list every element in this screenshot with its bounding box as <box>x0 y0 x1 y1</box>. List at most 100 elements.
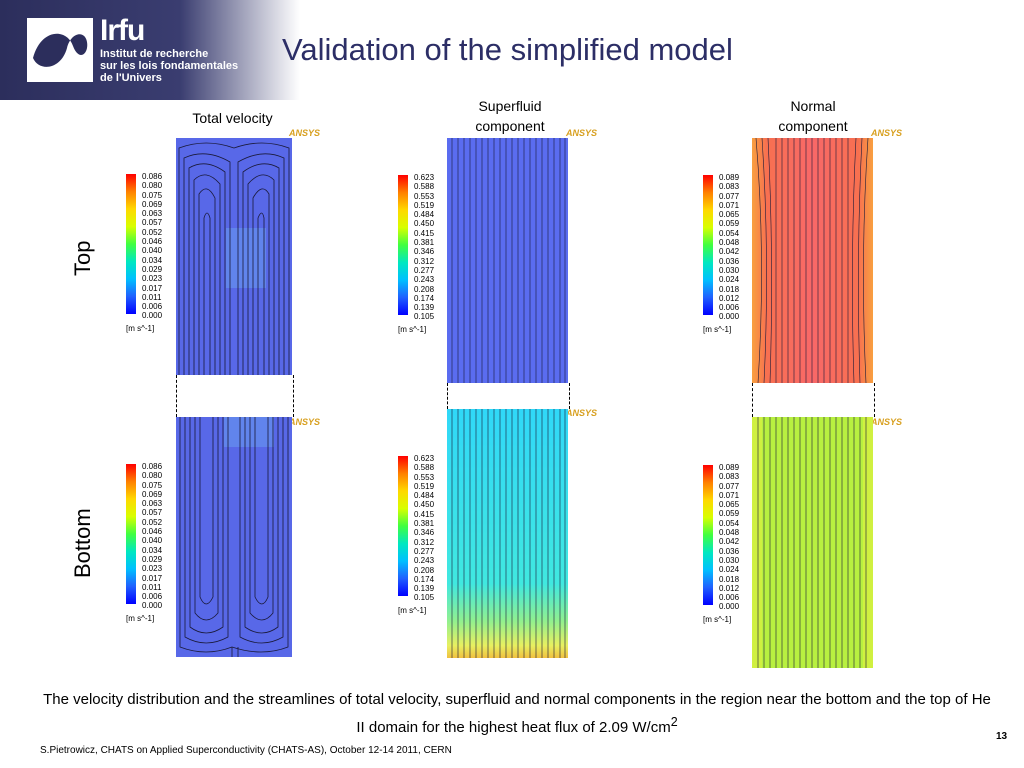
legend-value: 0.588 <box>414 182 435 192</box>
legend-value: 0.623 <box>414 173 435 182</box>
legend-value: 0.071 <box>719 490 740 500</box>
legend-value: 0.346 <box>414 528 435 538</box>
legend-value: 0.029 <box>142 554 163 564</box>
legend-value: 0.006 <box>719 303 740 313</box>
legend-value: 0.054 <box>719 518 740 528</box>
legend-value: 0.346 <box>414 247 435 257</box>
legend-value: 0.083 <box>719 472 740 482</box>
legend-value: 0.057 <box>142 508 163 518</box>
legend-value: 0.588 <box>414 463 435 473</box>
legend-value: 0.052 <box>142 517 163 527</box>
domain-gap <box>752 383 875 417</box>
legend-value: 0.139 <box>414 584 435 594</box>
legend-value: 0.024 <box>719 565 740 575</box>
legend-value: 0.086 <box>142 462 163 471</box>
legend-value: 0.048 <box>719 238 740 248</box>
legend-value: 0.080 <box>142 181 163 191</box>
legend-value: 0.006 <box>719 593 740 603</box>
domain-gap <box>447 383 570 409</box>
superfluid-bottom-plot <box>447 409 568 658</box>
legend-value: 0.054 <box>719 228 740 238</box>
legend-value: 0.243 <box>414 275 435 285</box>
legend-value: 0.036 <box>719 546 740 556</box>
legend-value: 0.077 <box>719 481 740 491</box>
legend-value: 0.040 <box>142 246 163 256</box>
legend-value: 0.174 <box>414 574 435 584</box>
legend-value: 0.017 <box>142 283 163 293</box>
row-label-top: Top <box>70 240 95 276</box>
legend-value: 0.034 <box>142 255 163 265</box>
slide-title: Validation of the simplified model <box>282 32 733 67</box>
legend-value: 0.089 <box>719 463 740 472</box>
legend-value: 0.059 <box>719 509 740 519</box>
legend-value: 0.105 <box>414 312 435 322</box>
legend-value: 0.105 <box>414 593 435 603</box>
color-scale <box>703 175 713 315</box>
legend-value: 0.381 <box>414 238 435 248</box>
legend-value: 0.000 <box>142 311 163 321</box>
legend-value: 0.519 <box>414 200 435 210</box>
legend-value: 0.046 <box>142 237 163 247</box>
legend-value: 0.553 <box>414 472 435 482</box>
color-scale <box>398 175 408 315</box>
total-velocity-bottom-plot <box>176 417 292 657</box>
legend-value: 0.036 <box>719 256 740 266</box>
irfu-logo: Irfu Institut de recherche sur les lois f… <box>0 0 300 100</box>
legend-value: 0.075 <box>142 190 163 200</box>
legend-value: 0.277 <box>414 265 435 275</box>
legend-value: 0.042 <box>719 537 740 547</box>
legend-value: 0.000 <box>142 601 163 611</box>
ansys-logo: ANSYS <box>871 128 903 138</box>
legend-value: 0.089 <box>719 173 740 182</box>
legend-value: 0.030 <box>719 265 740 275</box>
legend-value: 0.000 <box>719 602 740 612</box>
column-heading-superfluid: Superfluid component <box>475 98 545 134</box>
legend-value: 0.059 <box>719 219 740 229</box>
row-label-bottom: Bottom <box>70 508 95 578</box>
logo-subtitle: Institut de recherche sur les lois fondam… <box>100 48 239 84</box>
legend-value: 0.208 <box>414 284 435 294</box>
legend-value: 0.029 <box>142 264 163 274</box>
legend-value: 0.277 <box>414 546 435 556</box>
ansys-logo: ANSYS <box>871 417 903 427</box>
legend-value: 0.069 <box>142 199 163 209</box>
legend-value: 0.174 <box>414 293 435 303</box>
legend-value: 0.065 <box>719 500 740 510</box>
legend-value: 0.450 <box>414 219 435 229</box>
legend-value: 0.018 <box>719 284 740 294</box>
legend-value: 0.018 <box>719 574 740 584</box>
legend-value: 0.450 <box>414 500 435 510</box>
legend-value: 0.139 <box>414 303 435 313</box>
legend-value: 0.030 <box>719 555 740 565</box>
legend-value: 0.042 <box>719 247 740 257</box>
legend-value: 0.034 <box>142 545 163 555</box>
legend-value: 0.484 <box>414 210 435 220</box>
legend-value: 0.006 <box>142 592 163 602</box>
legend-value: 0.484 <box>414 491 435 501</box>
superfluid-top-plot <box>447 138 568 383</box>
column-heading-normal: Normal component <box>778 98 848 134</box>
color-scale <box>126 464 136 604</box>
legend-value: 0.057 <box>142 218 163 228</box>
ansys-logo: ANSYS <box>566 128 598 138</box>
normal-top-plot <box>752 138 873 383</box>
legend-value: 0.312 <box>414 256 435 266</box>
legend-value: 0.040 <box>142 536 163 546</box>
irfu-emblem-icon <box>27 18 93 82</box>
legend-value: 0.415 <box>414 509 435 519</box>
legend-value: 0.381 <box>414 519 435 529</box>
legend-value: 0.063 <box>142 499 163 509</box>
ansys-logo: ANSYS <box>566 408 598 418</box>
legend-value: 0.083 <box>719 182 740 192</box>
legend-value: 0.075 <box>142 480 163 490</box>
legend-value: 0.080 <box>142 471 163 481</box>
legend-value: 0.312 <box>414 537 435 547</box>
color-scale <box>126 174 136 314</box>
domain-gap <box>176 375 294 417</box>
legend-value: 0.012 <box>719 293 740 303</box>
legend-value: 0.069 <box>142 489 163 499</box>
legend-value: 0.011 <box>142 582 162 592</box>
legend-value: 0.077 <box>719 191 740 201</box>
normal-bottom-plot <box>752 417 873 668</box>
legend-value: 0.623 <box>414 454 435 463</box>
